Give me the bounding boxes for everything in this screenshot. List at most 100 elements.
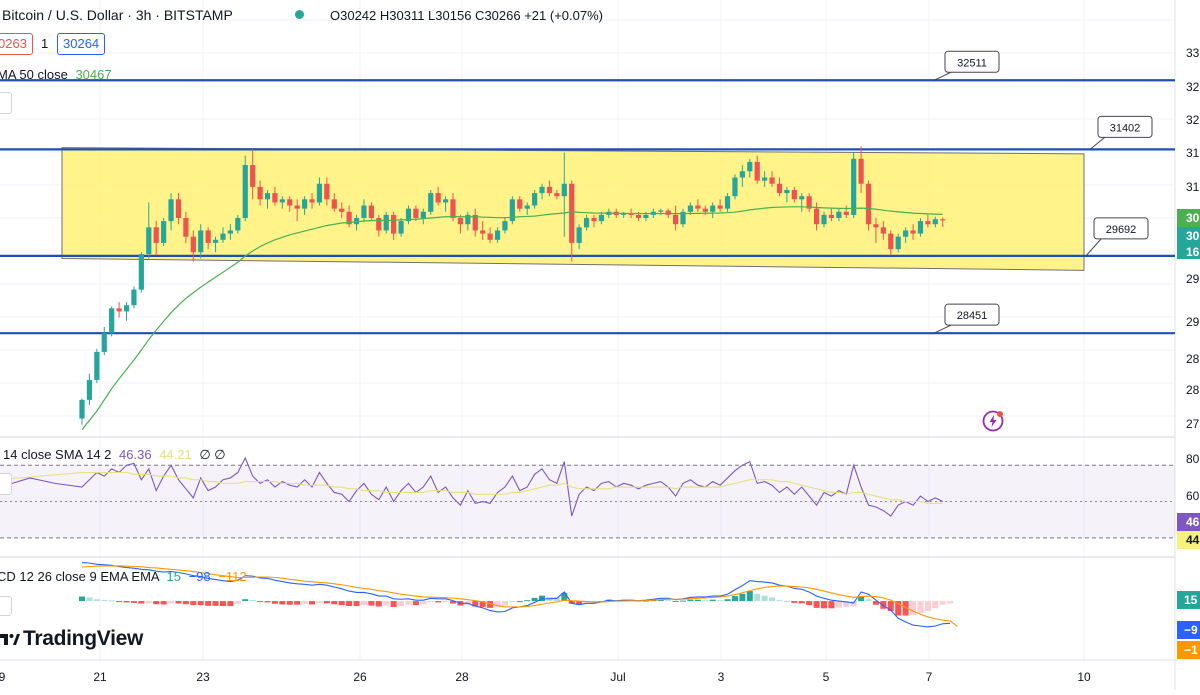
macd-histogram-bar	[858, 596, 865, 602]
macd-histogram-bar	[680, 600, 687, 602]
macd-value-tag	[1177, 591, 1200, 609]
candlesticks	[79, 146, 946, 425]
ema-legend: MA 50 close 30467	[0, 67, 112, 82]
macd-histogram-bar	[331, 601, 338, 605]
macd-legend-value: −98	[188, 569, 211, 584]
macd-histogram-bar	[301, 601, 308, 605]
candle-body	[161, 221, 167, 243]
candle-body	[754, 161, 760, 181]
macd-histogram-bar	[821, 601, 827, 609]
macd-histogram-bar	[739, 593, 746, 602]
candle-body	[450, 199, 456, 218]
macd-histogram-bar	[717, 600, 724, 602]
callout-box	[944, 50, 1000, 73]
candle-body	[732, 177, 738, 197]
candle-body	[643, 214, 649, 218]
candle-body	[710, 205, 716, 212]
macd-histogram-bar	[368, 601, 375, 606]
candle-body	[635, 214, 642, 218]
candle-body	[131, 289, 137, 306]
candle-body	[769, 177, 775, 184]
rsi-legend-extra: ∅ ∅	[199, 447, 226, 462]
macd-histogram-bar	[257, 601, 264, 603]
candle-body	[86, 379, 93, 400]
time-axis-label: 23	[196, 670, 210, 684]
macd-histogram-bar	[219, 601, 226, 607]
tradingview-logo[interactable]: TradingView	[0, 627, 143, 651]
symbol-title: Bitcoin / U.S. Dollar · 3h · BITSTAMP	[2, 7, 233, 23]
candle-body	[658, 210, 664, 212]
macd-histogram-bar	[932, 601, 939, 609]
macd-histogram-bar	[286, 601, 293, 605]
rsi-pane-toggle[interactable]	[0, 473, 12, 495]
macd-histogram-bar	[390, 601, 397, 607]
lightning-icon[interactable]	[981, 409, 1005, 433]
candle-body	[480, 230, 486, 234]
candle-body	[250, 165, 256, 187]
ema-legend-value: 30467	[75, 67, 112, 82]
macd-histogram-bar	[398, 601, 405, 607]
macd-histogram-bar	[828, 601, 835, 609]
macd-histogram-bar	[123, 601, 130, 603]
price-axis-label: 28	[1186, 383, 1200, 397]
ask-price[interactable]: 30264	[57, 33, 106, 55]
macd-histogram-bar	[702, 600, 709, 602]
signal-legend-value: −112	[218, 569, 247, 584]
callout-box	[1097, 115, 1153, 138]
price-axis-label: 30	[1186, 229, 1200, 243]
macd-histogram-bar	[197, 601, 204, 606]
macd-histogram-bar	[939, 601, 946, 605]
macd-histogram-bar	[168, 601, 175, 604]
macd-histogram-bar	[731, 596, 738, 602]
candle-body	[828, 214, 835, 218]
candle-body	[546, 186, 553, 194]
macd-histogram-bar	[754, 593, 761, 602]
macd-histogram-bar	[309, 601, 316, 605]
price-axis-label: 30	[1186, 211, 1200, 225]
support-resistance-levels	[0, 79, 1175, 335]
macd-histogram-bar	[383, 601, 390, 606]
macd-histogram-bar	[160, 601, 167, 605]
candle-body	[146, 227, 152, 255]
macd-histogram-bar	[79, 596, 85, 602]
macd-pane	[79, 561, 958, 628]
price-axis-label: 27	[1186, 417, 1200, 431]
candle-body	[101, 333, 107, 352]
time-axis-label: 21	[93, 670, 107, 684]
macd-histogram-bar	[501, 601, 508, 606]
macd-histogram-bar	[524, 600, 531, 602]
candle-body	[220, 233, 226, 240]
macd-axis-label: 15	[1184, 593, 1198, 607]
candle-body	[494, 230, 501, 240]
rsi-ma-line	[0, 471, 943, 504]
rsi-pane	[0, 456, 1175, 539]
countdown-tag	[1177, 245, 1200, 259]
collapse-legend-toggle[interactable]	[0, 92, 12, 114]
macd-histogram-bar	[516, 601, 523, 603]
macd-pane-toggle[interactable]	[0, 596, 12, 616]
candle-body	[524, 205, 530, 209]
macd-histogram-bar	[806, 601, 813, 606]
macd-histogram-bar	[917, 601, 924, 613]
candle-body	[687, 205, 694, 212]
macd-histogram-bar	[450, 601, 456, 604]
macd-histogram-bar	[553, 597, 560, 602]
time-axis-label: 7	[926, 670, 933, 684]
bid-price[interactable]: 0263	[0, 33, 33, 55]
candle-body	[353, 218, 360, 225]
macd-histogram-bar	[843, 601, 850, 607]
price-axis-label: 32	[1186, 113, 1200, 127]
candle-body	[776, 183, 783, 194]
rsi-axis-label: 60	[1186, 489, 1200, 503]
macd-histogram-bar	[724, 599, 731, 602]
macd-histogram-bar	[205, 601, 212, 606]
macd-histogram-bar	[561, 592, 568, 602]
spread-value: 1	[41, 36, 49, 51]
candle-body	[398, 221, 404, 234]
macd-histogram-bar	[769, 597, 776, 602]
macd-histogram-bar	[420, 601, 427, 605]
candle-body	[79, 399, 85, 419]
candle-body	[361, 205, 367, 218]
